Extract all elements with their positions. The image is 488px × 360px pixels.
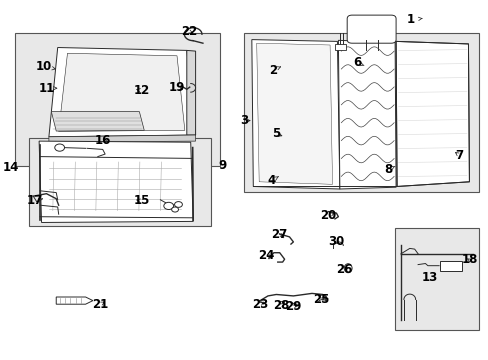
Bar: [15, 33, 220, 166]
Polygon shape: [51, 112, 144, 131]
Text: 3: 3: [240, 114, 247, 127]
Text: 16: 16: [94, 134, 111, 147]
Text: 27: 27: [271, 228, 287, 241]
Text: 22: 22: [181, 25, 198, 38]
Text: 6: 6: [352, 57, 360, 69]
Polygon shape: [39, 141, 193, 222]
Ellipse shape: [344, 264, 351, 273]
Text: 23: 23: [251, 298, 268, 311]
FancyBboxPatch shape: [346, 15, 395, 43]
Text: 29: 29: [285, 300, 301, 313]
Bar: [335, 44, 346, 50]
Text: 26: 26: [336, 263, 352, 276]
Bar: [29, 138, 211, 226]
Polygon shape: [59, 53, 184, 131]
Circle shape: [55, 144, 64, 151]
Text: 24: 24: [258, 249, 274, 262]
Text: 13: 13: [420, 271, 437, 284]
Polygon shape: [395, 41, 468, 186]
Bar: [244, 33, 478, 192]
Polygon shape: [56, 297, 93, 304]
Text: 9: 9: [218, 159, 226, 172]
Text: 20: 20: [320, 209, 336, 222]
Text: 11: 11: [38, 82, 55, 95]
Text: 25: 25: [313, 293, 329, 306]
Circle shape: [171, 207, 178, 212]
Text: 28: 28: [272, 299, 289, 312]
Text: 4: 4: [267, 174, 275, 187]
Bar: [394, 228, 478, 330]
Polygon shape: [186, 50, 195, 135]
Text: 7: 7: [455, 149, 463, 162]
Text: 12: 12: [133, 84, 150, 97]
Polygon shape: [256, 43, 332, 184]
Text: 30: 30: [327, 235, 344, 248]
Text: 18: 18: [460, 253, 477, 266]
Polygon shape: [49, 135, 195, 142]
Text: 2: 2: [268, 64, 276, 77]
Text: 5: 5: [272, 127, 280, 140]
Circle shape: [174, 202, 182, 207]
Text: 1: 1: [406, 13, 414, 26]
Text: 17: 17: [27, 194, 43, 207]
Bar: [439, 261, 461, 271]
Circle shape: [163, 202, 173, 210]
Polygon shape: [251, 40, 339, 189]
Polygon shape: [338, 40, 395, 189]
Text: 14: 14: [2, 161, 19, 174]
Text: 15: 15: [133, 194, 150, 207]
Text: 19: 19: [168, 81, 185, 94]
Polygon shape: [49, 48, 195, 137]
Text: 10: 10: [36, 60, 52, 73]
Text: 8: 8: [384, 163, 392, 176]
Text: 21: 21: [92, 298, 108, 311]
